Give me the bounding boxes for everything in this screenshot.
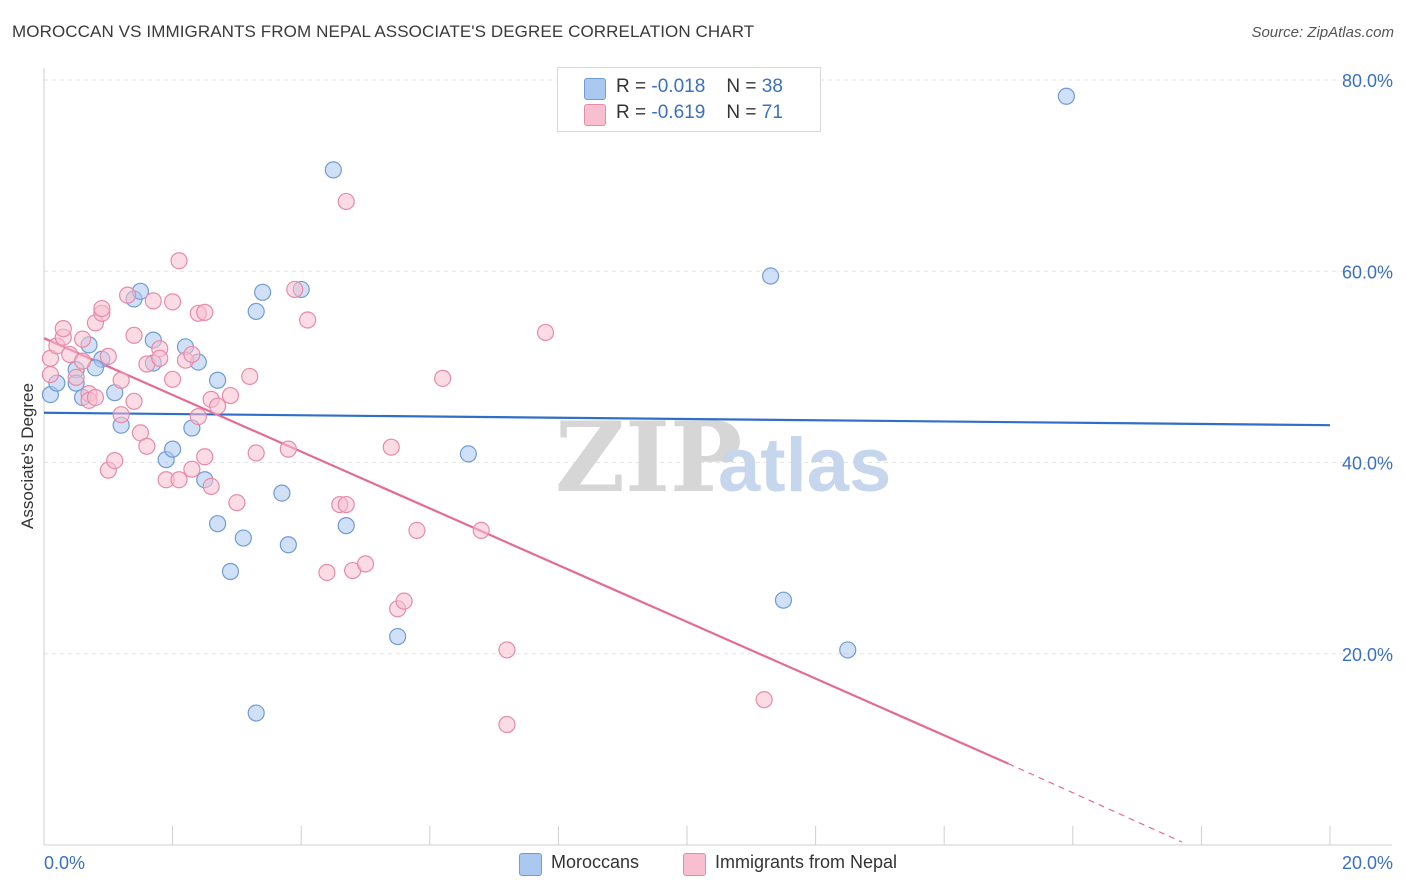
nepal-point: [382, 438, 400, 456]
nepal-point: [337, 192, 355, 211]
moroccans-point: [164, 440, 182, 458]
nepal-point: [164, 370, 182, 388]
moroccans-point: [254, 283, 272, 301]
legend-swatch-nepal: [584, 104, 606, 126]
nepal-point: [183, 345, 201, 364]
nepal-point: [118, 286, 137, 304]
nepal-point: [498, 715, 516, 734]
nepal-point: [196, 448, 214, 466]
moroccans-point: [209, 515, 227, 533]
nepal-point: [755, 691, 773, 709]
nepal-point: [241, 367, 259, 386]
nepal-point: [164, 293, 182, 311]
correlation-legend: R = -0.018 N = 38 R = -0.619 N = 71: [557, 67, 821, 132]
nepal-point: [112, 371, 130, 389]
nepal-point: [112, 406, 130, 424]
bottom-legend-label: Moroccans: [551, 852, 640, 872]
source-note: Source: ZipAtlas.com: [1251, 24, 1394, 41]
moroccans-point: [337, 517, 355, 535]
nepal-point: [408, 521, 426, 539]
legend-n-label: N =: [726, 76, 757, 97]
nepal-point: [286, 280, 304, 299]
x-tick-label: 0.0%: [44, 853, 85, 873]
y-tick-label: 20.0%: [1342, 645, 1393, 665]
legend-swatch-moroccans: [584, 78, 606, 100]
nepal-point: [318, 563, 336, 582]
moroccans-point: [234, 529, 252, 547]
legend-n-value: 71: [761, 102, 783, 123]
nepal-point: [138, 437, 156, 455]
nepal-point: [183, 460, 201, 478]
watermark-atlas: atlas: [718, 423, 891, 508]
moroccans-point: [774, 591, 793, 609]
nepal-point: [106, 451, 124, 470]
moroccans-point: [279, 536, 297, 554]
nepal-point: [356, 555, 375, 573]
nepal-point: [279, 440, 297, 458]
legend-r-value: -0.619: [651, 102, 706, 123]
nepal-point: [395, 592, 413, 610]
axis-layer: 20.0% 40.0% 60.0% 80.0% 0.0% 20.0%: [43, 68, 1393, 873]
nepal-point: [247, 444, 265, 462]
moroccans-point: [324, 161, 342, 179]
legend-n-value: 38: [761, 76, 783, 97]
nepal-point: [434, 369, 452, 387]
nepal-point: [86, 388, 105, 407]
nepal-point: [67, 368, 85, 386]
y-tick-label: 60.0%: [1342, 262, 1393, 282]
nepal-point: [536, 323, 555, 342]
moroccans-point: [247, 302, 265, 321]
nepal-point: [337, 495, 355, 514]
bottom-legend-label: Immigrants from Nepal: [715, 852, 898, 872]
nepal-trendline-extension: [1008, 763, 1183, 843]
nepal-point: [221, 386, 240, 405]
moroccans-point: [221, 562, 240, 581]
nepal-point: [144, 292, 162, 310]
legend-r-label: R =: [616, 76, 647, 97]
nepal-point: [472, 521, 490, 539]
nepal-point: [299, 311, 317, 329]
x-tick-label: 20.0%: [1342, 853, 1393, 873]
moroccans-point: [209, 371, 227, 389]
nepal-point: [125, 326, 143, 344]
bottom-legend-swatch-moroccans: [519, 853, 542, 876]
y-tick-label: 80.0%: [1342, 71, 1393, 91]
trend-layer: [43, 337, 1331, 843]
nepal-point: [170, 252, 188, 270]
legend-r-value: -0.018: [651, 76, 706, 97]
moroccans-point: [273, 484, 291, 502]
nepal-point: [189, 408, 207, 426]
points-layer: [41, 87, 1075, 734]
nepal-point: [170, 471, 188, 489]
legend-r-label: R =: [616, 102, 647, 123]
nepal-trendline: [43, 337, 1009, 765]
nepal-point: [196, 303, 214, 321]
moroccans-point: [389, 627, 407, 646]
nepal-point: [99, 347, 117, 365]
moroccans-point: [1057, 87, 1075, 105]
moroccans-point: [839, 641, 857, 659]
nepal-point: [151, 349, 169, 367]
moroccans-trendline: [43, 411, 1331, 427]
nepal-point: [41, 365, 60, 384]
moroccans-point: [459, 445, 477, 463]
chart-title: MOROCCAN VS IMMIGRANTS FROM NEPAL ASSOCI…: [12, 22, 755, 41]
nepal-point: [125, 392, 143, 410]
nepal-point: [54, 320, 72, 338]
nepal-point: [93, 299, 111, 318]
nepal-point: [202, 477, 220, 496]
moroccans-point: [761, 267, 780, 285]
moroccans-point: [247, 704, 265, 722]
bottom-legend-swatch-nepal: [683, 853, 706, 876]
legend-n-label: N =: [726, 102, 757, 123]
grid-layer: [44, 79, 1392, 655]
nepal-point: [73, 352, 92, 370]
nepal-point: [228, 494, 246, 512]
y-tick-label: 40.0%: [1342, 454, 1393, 474]
nepal-point: [498, 641, 516, 659]
nepal-point: [73, 330, 92, 348]
nepal-point: [209, 397, 227, 415]
